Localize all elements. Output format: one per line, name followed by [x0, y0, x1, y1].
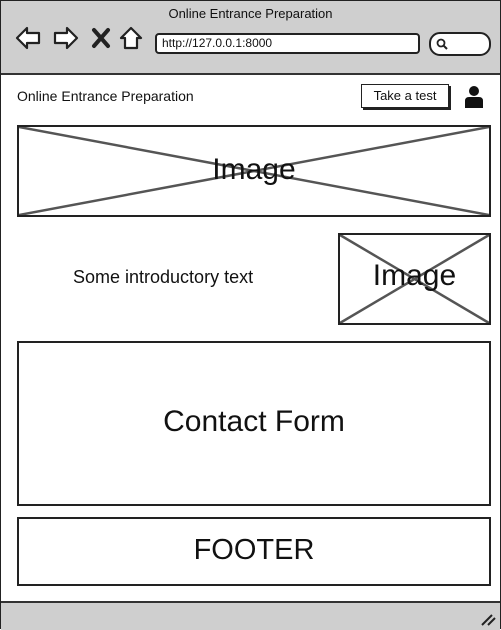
user-icon[interactable] [464, 85, 484, 109]
home-icon[interactable] [118, 25, 144, 51]
browser-chrome: Online Entrance Preparation http://127.0… [1, 1, 500, 75]
resize-grip-icon[interactable] [478, 612, 496, 626]
intro-image-placeholder: Image [338, 233, 491, 325]
intro-text: Some introductory text [73, 267, 254, 287]
footer-label: FOOTER [193, 534, 315, 566]
status-bar [1, 601, 500, 630]
image-placeholder-cross [19, 127, 489, 215]
contact-form-label: Contact Form [163, 405, 345, 438]
take-test-button[interactable]: Take a test [361, 84, 449, 108]
window-title: Online Entrance Preparation [168, 6, 333, 21]
address-bar[interactable]: http://127.0.0.1:8000 [155, 33, 420, 54]
forward-arrow-icon[interactable] [53, 25, 79, 51]
search-icon [436, 38, 448, 50]
banner-image-placeholder: Image [17, 125, 491, 217]
close-x-icon[interactable] [91, 25, 111, 51]
banner-image-label: Image [212, 153, 296, 186]
contact-form[interactable]: Contact Form [17, 341, 491, 506]
intro-image-label: Image [372, 259, 457, 292]
image-placeholder-cross [340, 235, 489, 323]
footer: FOOTER [17, 517, 491, 586]
search-field[interactable] [429, 32, 491, 56]
back-arrow-icon[interactable] [15, 25, 41, 51]
site-title: Online Entrance Preparation [17, 88, 194, 104]
